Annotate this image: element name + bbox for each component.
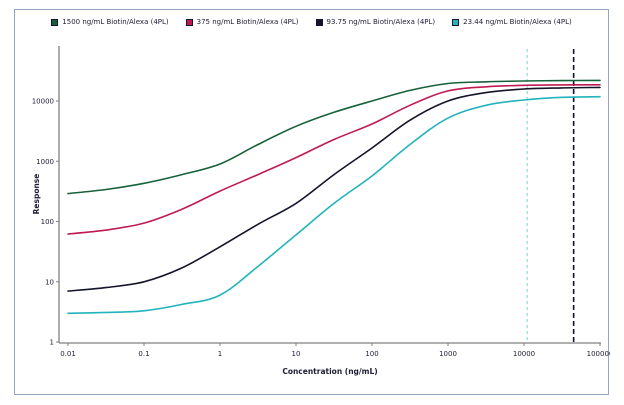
y-tick-label: 10 [45, 278, 54, 286]
chart-legend: 1500 ng/mL Biotin/Alexa (4PL) 375 ng/mL B… [15, 18, 608, 26]
series-curve-375 [67, 84, 601, 235]
legend-label: 375 ng/mL Biotin/Alexa (4PL) [196, 18, 299, 26]
legend-item: 375 ng/mL Biotin/Alexa (4PL) [185, 18, 299, 26]
legend-swatch-icon [51, 18, 59, 26]
x-axis-title: Concentration (ng/mL) [282, 367, 377, 376]
legend-item: 1500 ng/mL Biotin/Alexa (4PL) [51, 18, 169, 26]
legend-swatch-icon [452, 18, 460, 26]
x-tick-label: 10000 [513, 350, 535, 358]
x-tick-label: 100 [365, 350, 378, 358]
legend-label: 1500 ng/mL Biotin/Alexa (4PL) [62, 18, 169, 26]
y-tick-label: 1 [50, 339, 54, 347]
series-curve-23.44 [67, 95, 601, 315]
x-tick-label: 1000 [439, 350, 457, 358]
x-tick-label: 0.1 [138, 350, 149, 358]
y-axis-title: Response [32, 174, 41, 215]
legend-swatch-icon [315, 18, 323, 26]
dose-response-plot: 1 10 100 1000 10000 0.01 0.1 1 10 100 1000 10000 100… [32, 46, 613, 376]
x-tick-label: 0.01 [60, 350, 76, 358]
x-tick-label: 1 [218, 350, 222, 358]
series-curve-1500 [67, 79, 601, 195]
legend-swatch-icon [185, 18, 193, 26]
legend-item: 93.75 ng/mL Biotin/Alexa (4PL) [315, 18, 436, 26]
y-tick-label: 10000 [32, 98, 54, 106]
legend-label: 23.44 ng/mL Biotin/Alexa (4PL) [463, 18, 572, 26]
y-tick-label: 1000 [36, 158, 54, 166]
legend-label: 93.75 ng/mL Biotin/Alexa (4PL) [326, 18, 436, 26]
x-tick-label: 10 [292, 350, 301, 358]
chart-frame: 1500 ng/mL Biotin/Alexa (4PL) 375 ng/mL B… [14, 9, 613, 395]
y-tick-label: 100 [41, 218, 54, 226]
series-curve-93.75 [67, 86, 601, 292]
legend-item: 23.44 ng/mL Biotin/Alexa (4PL) [452, 18, 572, 26]
